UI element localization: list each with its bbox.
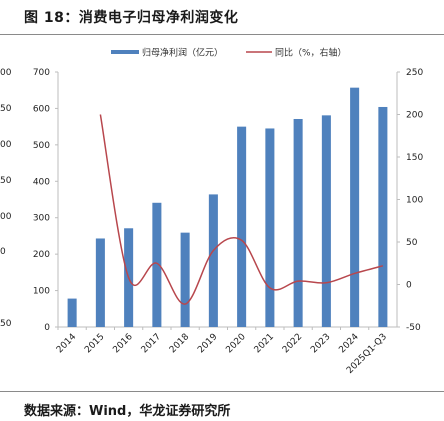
bar xyxy=(378,106,388,327)
left-edge-tick: 00 xyxy=(0,68,12,78)
bar xyxy=(321,115,331,327)
x-tick-label: 2018 xyxy=(168,332,191,355)
bar xyxy=(152,202,162,327)
right-tick-label: 50 xyxy=(406,238,418,248)
bar xyxy=(350,87,360,328)
x-tick-label: 2019 xyxy=(196,332,219,355)
left-tick-label: 500 xyxy=(33,141,50,151)
bar xyxy=(265,128,275,327)
left-tick-label: 300 xyxy=(33,214,50,224)
left-edge-tick: 0 xyxy=(0,247,6,257)
legend: 归母净利润（亿元） 同比（%，右轴） xyxy=(111,47,347,59)
legend-line-label: 同比（%，右轴） xyxy=(275,47,347,59)
chart-title: 图 18：消费电子归母净利润变化 xyxy=(24,10,239,26)
bars xyxy=(67,87,388,328)
x-tick-label: 2014 xyxy=(55,332,78,355)
x-tick-label: 2021 xyxy=(253,332,276,355)
x-tick-label: 2016 xyxy=(111,332,134,355)
right-tick-label: 100 xyxy=(406,196,423,206)
legend-bar-label: 归母净利润（亿元） xyxy=(142,47,223,59)
left-tick-label: 700 xyxy=(33,68,50,78)
tick-labels: 0 100 200 300 400 500 600 700 -50 0 50 100 150 200 250… xyxy=(33,68,424,376)
x-tick-label: 2015 xyxy=(83,332,106,355)
left-tick-label: 200 xyxy=(33,250,50,260)
bar xyxy=(95,238,105,327)
left-tick-label: 400 xyxy=(33,177,50,187)
x-tick-label: 2024 xyxy=(337,332,360,355)
left-tick-label: 600 xyxy=(33,104,50,114)
bar xyxy=(67,298,77,327)
axes xyxy=(55,71,400,330)
bottom-divider xyxy=(0,391,444,392)
left-tick-label: 0 xyxy=(44,323,50,333)
right-tick-label: 0 xyxy=(406,281,412,291)
right-tick-label: 200 xyxy=(406,111,423,121)
right-tick-label: 150 xyxy=(406,153,423,163)
top-divider xyxy=(0,34,444,35)
bar xyxy=(208,194,218,327)
left-edge-tick: 50 xyxy=(0,104,12,114)
left-edge-tick: 00 xyxy=(0,212,12,222)
bar xyxy=(293,118,303,327)
left-edge-tick: 50 xyxy=(0,319,12,329)
x-tick-label: 2020 xyxy=(224,332,247,355)
left-edge-tick: 50 xyxy=(0,176,12,186)
x-tick-label: 2022 xyxy=(281,332,304,355)
bar xyxy=(237,126,247,328)
source-note: 数据来源：Wind，华龙证券研究所 xyxy=(24,404,231,419)
x-tick-label: 2023 xyxy=(309,332,332,355)
right-tick-label: -50 xyxy=(406,323,421,333)
yoy-line xyxy=(99,114,384,305)
left-edge-tick: 00 xyxy=(0,140,12,150)
left-tick-label: 100 xyxy=(33,287,50,297)
legend-bar-swatch xyxy=(111,50,139,54)
bar xyxy=(180,232,190,327)
right-tick-label: 250 xyxy=(406,68,423,78)
x-tick-label: 2017 xyxy=(140,332,163,355)
